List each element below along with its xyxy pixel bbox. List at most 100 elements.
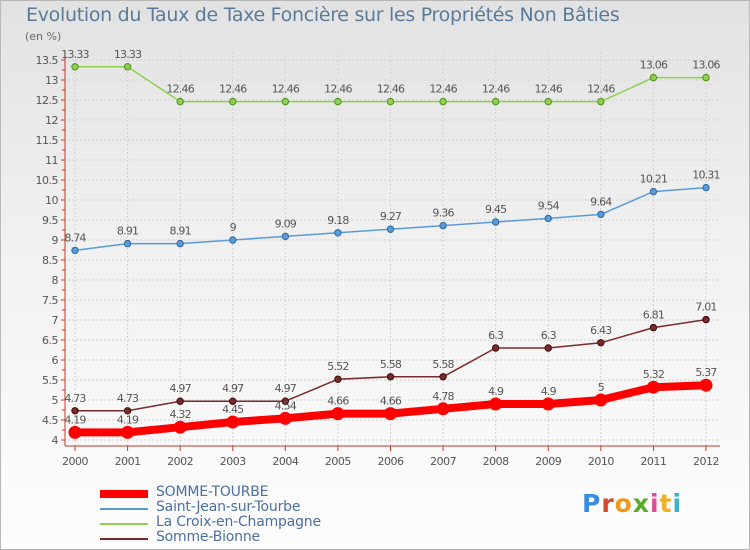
data-label-somme-tourbe: 4.78 — [432, 390, 454, 403]
data-label-saint-jean-sur-tourbe: 8.91 — [170, 225, 191, 238]
legend-label: SOMME-TOURBE — [156, 484, 269, 500]
data-label-la-croix-en-champagne: 12.46 — [587, 83, 615, 96]
grid — [68, 52, 720, 446]
brand-letter: t — [659, 489, 673, 518]
data-label-la-croix-en-champagne: 12.46 — [482, 83, 510, 96]
legend-swatch — [100, 523, 148, 525]
y-tick-label: 4 — [52, 434, 59, 447]
data-point-la-croix-en-champagne — [386, 97, 395, 106]
y-tick-label: 10.5 — [36, 174, 59, 187]
data-point-somme-tourbe — [384, 407, 397, 421]
y-tick-label: 7.5 — [42, 294, 58, 307]
data-label-somme-bionne: 7.01 — [695, 301, 716, 314]
data-point-somme-tourbe — [331, 407, 345, 421]
data-point-la-croix-en-champagne — [649, 73, 658, 82]
legend-label: Saint-Jean-sur-Tourbe — [156, 499, 301, 515]
x-tick-label: 2002 — [167, 455, 193, 468]
data-label-saint-jean-sur-tourbe: 10.21 — [640, 173, 668, 186]
x-tick-label: 2004 — [272, 455, 298, 468]
data-label-saint-jean-sur-tourbe: 8.91 — [117, 225, 138, 238]
data-label-somme-tourbe: 5.37 — [695, 366, 717, 379]
data-point-la-croix-en-champagne — [71, 63, 79, 71]
brand-letter: i — [672, 489, 683, 518]
data-label-la-croix-en-champagne: 13.06 — [640, 59, 668, 72]
y-tick-label: 9.5 — [42, 214, 58, 227]
legend-item: La Croix-en-Champagne — [100, 514, 420, 531]
data-point-somme-tourbe — [541, 397, 555, 411]
x-tick-label: 2005 — [325, 455, 351, 468]
data-label-saint-jean-sur-tourbe: 9.09 — [275, 217, 297, 230]
data-label-somme-tourbe: 4.19 — [117, 413, 139, 426]
data-point-la-croix-en-champagne — [491, 97, 500, 106]
data-point-somme-bionne — [334, 375, 342, 383]
data-label-somme-bionne: 6.81 — [643, 309, 664, 322]
data-point-la-croix-en-champagne — [176, 97, 184, 106]
data-label-somme-bionne: 4.73 — [64, 392, 86, 405]
data-point-somme-bionne — [491, 344, 500, 352]
data-point-saint-jean-sur-tourbe — [229, 236, 237, 244]
data-label-somme-tourbe: 4.66 — [380, 395, 402, 408]
y-tick-label: 8 — [52, 274, 59, 287]
data-point-saint-jean-sur-tourbe — [649, 187, 658, 196]
data-point-saint-jean-sur-tourbe — [334, 229, 342, 237]
data-label-somme-tourbe: 4.19 — [64, 413, 86, 426]
data-label-saint-jean-sur-tourbe: 8.74 — [64, 231, 86, 244]
data-point-somme-tourbe — [489, 397, 503, 411]
data-label-somme-tourbe: 4.9 — [488, 385, 504, 398]
data-point-la-croix-en-champagne — [544, 97, 552, 106]
chart-title: Evolution du Taux de Taxe Foncière sur l… — [26, 4, 620, 26]
data-point-saint-jean-sur-tourbe — [439, 221, 447, 230]
data-point-la-croix-en-champagne — [702, 73, 710, 82]
x-tick-label: 2008 — [483, 455, 509, 468]
x-tick-label: 2006 — [378, 455, 404, 468]
y-tick-label: 11 — [45, 154, 58, 167]
y-tick-label: 6 — [52, 354, 59, 367]
data-label-la-croix-en-champagne: 12.46 — [429, 83, 457, 96]
y-tick-label: 6.5 — [42, 334, 58, 347]
axes: 4 4.5 5 5.5 6 6.5 7 7.5 8 8.5 9 9.5 10 10.5 11 11.5 12 12… — [36, 52, 720, 468]
data-point-saint-jean-sur-tourbe — [702, 183, 710, 192]
data-point-la-croix-en-champagne — [123, 63, 132, 71]
data-point-saint-jean-sur-tourbe — [544, 214, 552, 223]
data-label-saint-jean-sur-tourbe: 9.54 — [538, 199, 560, 212]
data-label-somme-bionne: 4.97 — [275, 382, 297, 395]
data-point-saint-jean-sur-tourbe — [386, 225, 395, 233]
data-point-somme-bionne — [386, 373, 395, 381]
data-label-somme-bionne: 4.97 — [170, 382, 192, 395]
data-point-saint-jean-sur-tourbe — [123, 239, 132, 248]
data-point-saint-jean-sur-tourbe — [176, 239, 184, 248]
legend-item: Somme-Bionne — [100, 529, 420, 546]
data-point-somme-bionne — [649, 323, 658, 332]
data-labels: 13.33 13.33 12.46 12.46 12.46 12.46 12.46 12.46… — [61, 48, 721, 427]
data-point-somme-bionne — [281, 397, 290, 405]
data-label-somme-tourbe: 5 — [598, 381, 605, 394]
data-label-somme-bionne: 5.58 — [432, 358, 454, 371]
x-tick-label: 2012 — [693, 455, 719, 468]
data-point-somme-tourbe — [226, 415, 240, 429]
data-point-somme-bionne — [702, 315, 710, 324]
x-tick-label: 2007 — [430, 455, 456, 468]
data-label-somme-bionne: 4.73 — [117, 392, 139, 405]
brand-letter: x — [632, 489, 650, 518]
x-tick-label: 2010 — [588, 455, 614, 468]
data-label-saint-jean-sur-tourbe: 9.64 — [590, 195, 612, 208]
x-tick-label: 2000 — [62, 455, 88, 468]
data-point-somme-tourbe — [121, 425, 135, 439]
data-point-somme-tourbe — [68, 425, 82, 439]
data-point-saint-jean-sur-tourbe — [71, 246, 79, 255]
legend: SOMME-TOURBE Saint-Jean-sur-Tourbe La Croi… — [100, 484, 420, 546]
data-point-la-croix-en-champagne — [439, 97, 447, 106]
y-tick-label: 13.5 — [36, 54, 59, 67]
data-label-la-croix-en-champagne: 13.33 — [61, 48, 89, 61]
data-point-somme-tourbe — [646, 380, 660, 394]
brand-letter: P — [582, 489, 602, 518]
brand-letter: i — [650, 489, 660, 518]
x-tick-label: 2011 — [640, 455, 666, 468]
y-tick-label: 12 — [45, 114, 58, 127]
data-label-somme-tourbe: 4.66 — [327, 395, 349, 408]
data-point-la-croix-en-champagne — [597, 97, 605, 106]
data-label-saint-jean-sur-tourbe: 9.36 — [432, 207, 454, 220]
data-label-la-croix-en-champagne: 13.33 — [114, 48, 142, 61]
y-unit-label: (en %) — [25, 30, 62, 43]
